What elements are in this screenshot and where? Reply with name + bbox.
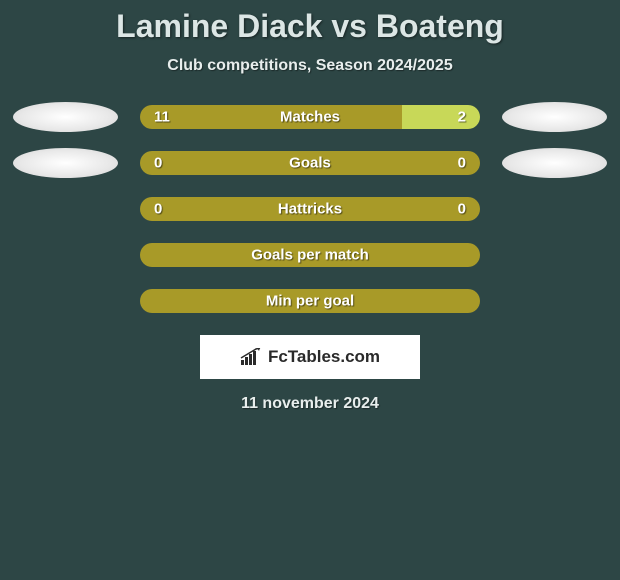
date-text: 11 november 2024 xyxy=(0,395,620,413)
stat-bar: Min per goal xyxy=(140,289,480,313)
chart-icon xyxy=(240,348,262,366)
left-value: 0 xyxy=(154,155,162,172)
bar-right-segment xyxy=(402,105,480,129)
stat-bar: 0 Goals 0 xyxy=(140,151,480,175)
left-player-ellipse xyxy=(13,102,118,132)
stat-label: Min per goal xyxy=(266,293,354,310)
left-player-ellipse xyxy=(13,148,118,178)
right-value: 2 xyxy=(458,109,466,126)
subtitle: Club competitions, Season 2024/2025 xyxy=(0,57,620,75)
bar-left-segment xyxy=(140,105,402,129)
page-title: Lamine Diack vs Boateng xyxy=(0,8,620,45)
stat-rows: 11 Matches 2 0 Goals 0 0 Hattricks 0 Goals per ma… xyxy=(0,105,620,313)
stat-row: 0 Hattricks 0 xyxy=(0,197,620,221)
right-value: 0 xyxy=(458,155,466,172)
stat-row: Min per goal xyxy=(0,289,620,313)
stat-bar: Goals per match xyxy=(140,243,480,267)
right-value: 0 xyxy=(458,201,466,218)
stat-label: Goals xyxy=(289,155,331,172)
stat-bar: 11 Matches 2 xyxy=(140,105,480,129)
stat-label: Goals per match xyxy=(251,247,369,264)
logo-text: FcTables.com xyxy=(268,347,380,367)
right-player-ellipse xyxy=(502,148,607,178)
stat-label: Matches xyxy=(280,109,340,126)
stat-row: Goals per match xyxy=(0,243,620,267)
stat-label: Hattricks xyxy=(278,201,342,218)
comparison-infographic: Lamine Diack vs Boateng Club competition… xyxy=(0,0,620,413)
right-player-ellipse xyxy=(502,102,607,132)
left-value: 11 xyxy=(154,109,170,126)
stat-row: 11 Matches 2 xyxy=(0,105,620,129)
logo-box: FcTables.com xyxy=(200,335,420,379)
stat-bar: 0 Hattricks 0 xyxy=(140,197,480,221)
stat-row: 0 Goals 0 xyxy=(0,151,620,175)
left-value: 0 xyxy=(154,201,162,218)
